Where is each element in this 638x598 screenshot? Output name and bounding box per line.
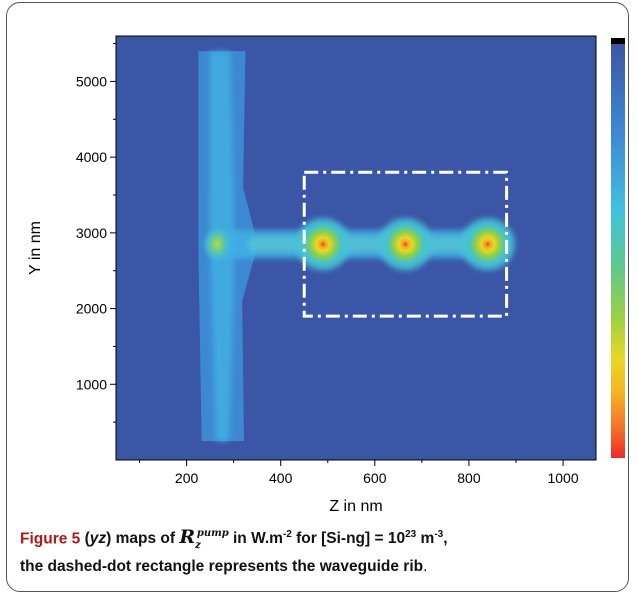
caption-text: ( <box>84 530 90 548</box>
caption-text: ) maps of <box>106 530 180 548</box>
hotspot-0 <box>203 226 232 263</box>
caption-line2: the dashed-dot rectangle represents the … <box>20 558 424 576</box>
hotspot-2 <box>383 222 428 267</box>
y-tick-label: 3000 <box>76 225 107 241</box>
caption-text: , <box>443 530 448 548</box>
colorbar <box>611 44 625 458</box>
caption-exp: -3 <box>434 529 444 541</box>
plot-frame <box>115 35 597 461</box>
x-tick-label: 600 <box>363 470 387 486</box>
caption-text: m <box>416 530 435 548</box>
caption-text: for [Si-ng] = 10 <box>291 530 406 548</box>
figure-caption: Figure 5 (yz) maps of Rzpump in W.m-2 fo… <box>20 523 620 577</box>
y-tick-label: 1000 <box>76 376 107 392</box>
guided-beam-core <box>247 236 498 253</box>
y-tick-label: 4000 <box>76 149 107 165</box>
caption-end: . <box>423 558 428 576</box>
x-tick-label: 200 <box>175 470 199 486</box>
caption-exp: -2 <box>282 529 292 541</box>
x-tick-label: 400 <box>269 470 293 486</box>
x-tick-label: 1000 <box>547 470 578 486</box>
symbol-sup: pump <box>196 528 229 539</box>
caption-exp: 23 <box>405 529 417 541</box>
y-tick-label: 5000 <box>76 73 107 89</box>
symbol-sub: z <box>195 540 201 552</box>
colorbar-top-cap <box>611 38 625 44</box>
x-tick-label: 800 <box>457 470 481 486</box>
x-axis-label: Z in nm <box>329 498 382 515</box>
y-axis-label: Y in nm <box>27 221 44 275</box>
caption-symbol: Rzpump <box>179 526 229 552</box>
caption-text: in W.m <box>228 530 283 548</box>
hotspot-3 <box>465 222 510 267</box>
waveguide-rib-rectangle <box>302 170 509 318</box>
hotspot-1 <box>301 222 346 267</box>
y-tick-label: 2000 <box>76 301 107 317</box>
caption-yz: yz <box>89 530 107 548</box>
figure-label: Figure 5 <box>20 530 81 548</box>
symbol-base: R <box>179 526 196 549</box>
